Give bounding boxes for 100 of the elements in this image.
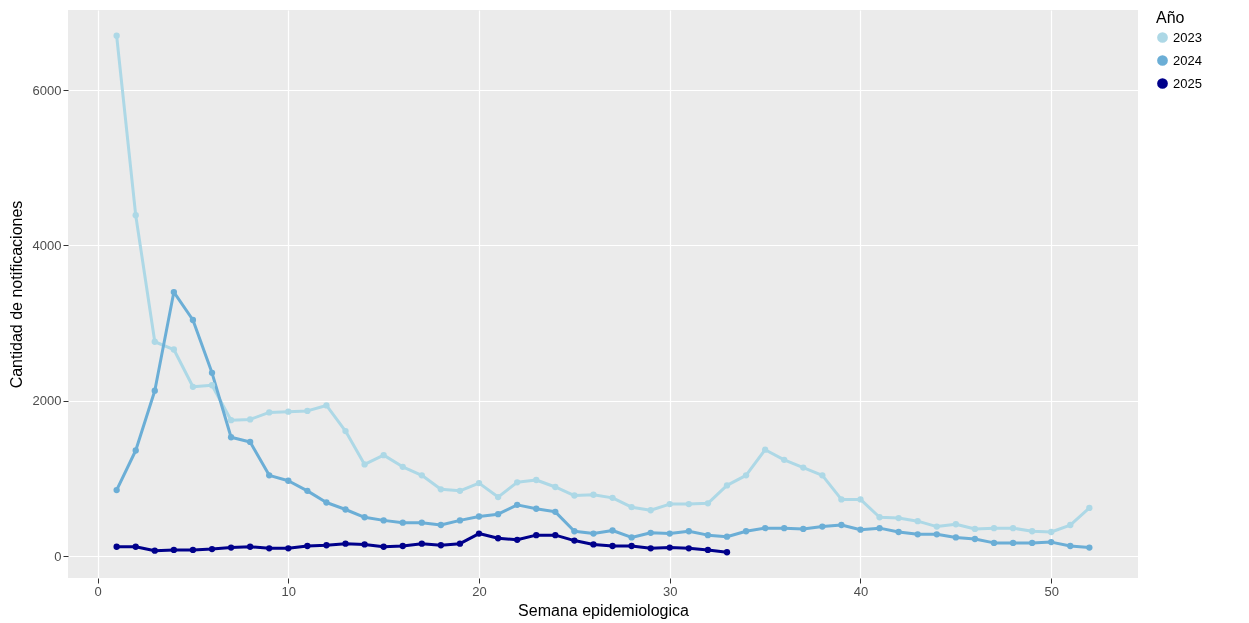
x-tick-label: 10 bbox=[281, 583, 297, 599]
point bbox=[1086, 504, 1093, 512]
point bbox=[285, 545, 292, 552]
point bbox=[475, 530, 483, 537]
point bbox=[494, 535, 502, 542]
point bbox=[208, 382, 216, 389]
point bbox=[514, 501, 521, 508]
point bbox=[113, 543, 120, 550]
point bbox=[361, 514, 368, 521]
point bbox=[990, 539, 998, 547]
point bbox=[208, 369, 216, 376]
point bbox=[628, 542, 635, 550]
point bbox=[227, 417, 235, 424]
point bbox=[1048, 528, 1055, 536]
point bbox=[704, 546, 712, 554]
point bbox=[552, 531, 559, 539]
point bbox=[685, 528, 692, 535]
point bbox=[437, 486, 445, 493]
point bbox=[761, 446, 769, 453]
point bbox=[1067, 542, 1074, 550]
point bbox=[113, 486, 120, 494]
point bbox=[685, 500, 692, 508]
point bbox=[857, 496, 864, 503]
point bbox=[895, 514, 902, 522]
point bbox=[361, 541, 368, 548]
point bbox=[971, 535, 979, 543]
point bbox=[266, 472, 273, 479]
point bbox=[399, 542, 406, 550]
point bbox=[571, 528, 578, 535]
point bbox=[1086, 544, 1093, 551]
point bbox=[514, 536, 521, 543]
point bbox=[132, 212, 139, 219]
point bbox=[590, 541, 597, 548]
point bbox=[723, 533, 731, 540]
point bbox=[914, 518, 921, 525]
point bbox=[647, 507, 654, 514]
point bbox=[304, 407, 311, 415]
point bbox=[723, 549, 731, 556]
point bbox=[189, 546, 197, 554]
point bbox=[533, 476, 540, 484]
point bbox=[952, 534, 960, 541]
point bbox=[876, 514, 883, 521]
point bbox=[323, 402, 330, 409]
point bbox=[838, 521, 845, 529]
point bbox=[1067, 521, 1074, 529]
point bbox=[666, 530, 673, 537]
point bbox=[151, 338, 158, 345]
point bbox=[552, 483, 559, 491]
x-tick-label: 40 bbox=[853, 583, 869, 599]
point bbox=[151, 547, 158, 554]
x-tick-label: 30 bbox=[663, 583, 678, 599]
point bbox=[189, 383, 197, 390]
point bbox=[609, 527, 616, 534]
point bbox=[342, 506, 349, 513]
point bbox=[990, 524, 998, 532]
point bbox=[742, 472, 750, 479]
point bbox=[285, 477, 292, 484]
point bbox=[876, 524, 883, 532]
point bbox=[246, 543, 254, 550]
legend-label: 2025 bbox=[1173, 75, 1202, 91]
point bbox=[1009, 524, 1017, 532]
y-tick-label: 6000 bbox=[32, 82, 62, 98]
point bbox=[227, 544, 235, 551]
point bbox=[533, 531, 540, 539]
point bbox=[742, 528, 750, 535]
point bbox=[666, 500, 673, 508]
point bbox=[933, 531, 940, 538]
point bbox=[914, 531, 921, 538]
point bbox=[494, 493, 502, 501]
x-tick-label: 50 bbox=[1044, 583, 1059, 599]
point bbox=[170, 346, 178, 353]
point bbox=[590, 491, 597, 498]
y-tick-label: 4000 bbox=[32, 237, 62, 253]
y-tick-label: 2000 bbox=[32, 393, 62, 409]
point bbox=[304, 487, 311, 495]
point bbox=[189, 316, 197, 324]
point bbox=[857, 526, 864, 533]
point bbox=[800, 525, 807, 533]
point bbox=[399, 519, 406, 526]
point bbox=[1048, 538, 1055, 546]
point bbox=[952, 521, 960, 528]
point bbox=[895, 528, 902, 536]
point bbox=[704, 531, 712, 539]
point bbox=[170, 288, 178, 296]
point bbox=[628, 534, 635, 541]
point bbox=[838, 496, 845, 503]
point bbox=[647, 545, 654, 552]
point bbox=[475, 479, 483, 487]
point bbox=[132, 447, 139, 454]
point bbox=[1028, 539, 1036, 547]
point bbox=[1028, 528, 1036, 535]
y-tick-label: 0 bbox=[54, 548, 62, 564]
point bbox=[781, 524, 788, 532]
point bbox=[208, 545, 216, 553]
x-axis-title: Semana epidemiologica bbox=[518, 601, 689, 619]
point bbox=[685, 545, 692, 552]
point bbox=[342, 540, 349, 547]
point bbox=[285, 408, 292, 415]
point bbox=[380, 543, 387, 550]
legend-label: 2024 bbox=[1173, 52, 1202, 68]
